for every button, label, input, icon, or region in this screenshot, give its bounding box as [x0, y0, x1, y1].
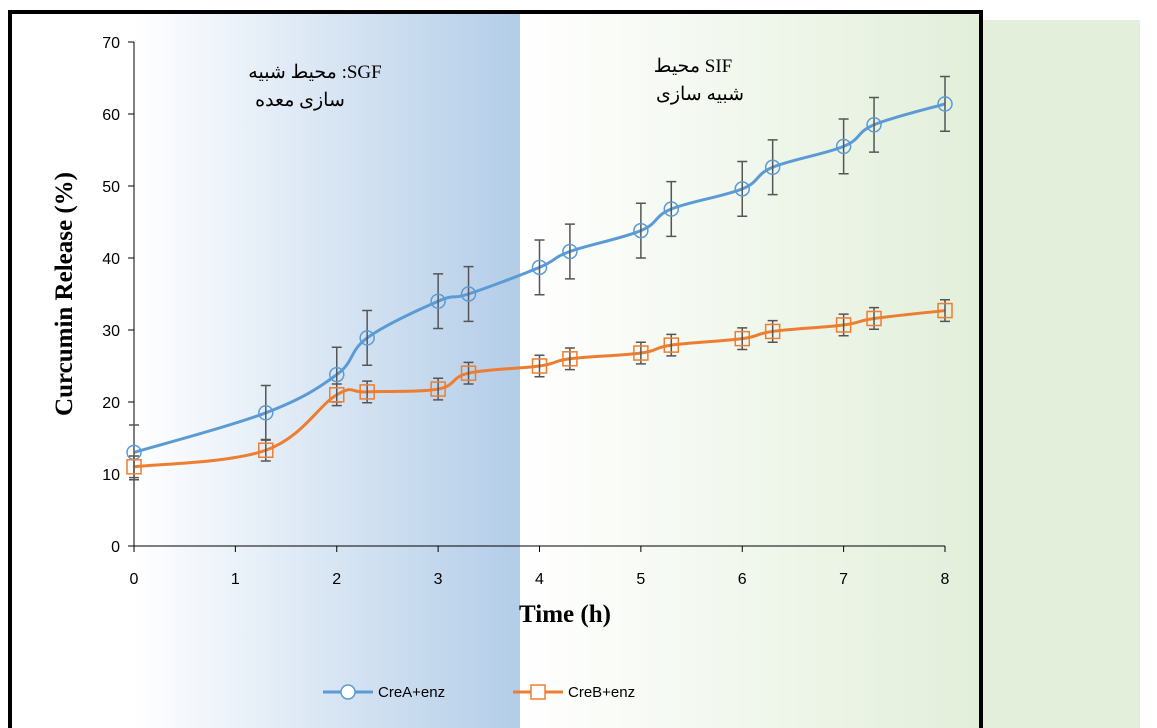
error-bar: [564, 223, 575, 280]
data-point: [866, 117, 882, 133]
sif-region: [520, 14, 979, 728]
data-point: [663, 337, 680, 353]
y-tick-label: 40: [102, 251, 120, 268]
x-tick-label: 3: [434, 571, 443, 588]
x-tick-label: 2: [332, 571, 341, 588]
annotation: شبیه سازی: [656, 84, 744, 105]
data-point: [734, 330, 750, 347]
data-point: [937, 302, 953, 319]
data-point: [937, 96, 953, 112]
data-point: [359, 384, 375, 400]
data-point: [430, 381, 446, 397]
legend-marker: [530, 684, 546, 700]
data-point: [764, 159, 781, 176]
data-point: [329, 387, 345, 403]
error-bar: [433, 273, 444, 330]
y-tick-label: 0: [111, 539, 120, 556]
data-point: [734, 181, 750, 197]
y-tick-label: 10: [102, 467, 120, 484]
data-point: [633, 345, 649, 361]
data-point: [329, 366, 345, 383]
y-tick-label: 60: [102, 107, 120, 124]
x-tick-label: 4: [535, 571, 544, 588]
error-bar: [534, 239, 545, 296]
error-bar: [767, 139, 778, 196]
data-point: [663, 201, 680, 217]
data-point: [633, 222, 649, 239]
x-tick-label: 0: [130, 571, 139, 588]
error-bar: [635, 202, 646, 259]
legend-label: CreB+enz: [568, 684, 635, 701]
x-tick-label: 1: [231, 571, 240, 588]
annotation: محیط شبیه :SGF: [248, 62, 381, 83]
annotation: محیط SIF: [654, 56, 732, 77]
data-point: [835, 138, 852, 155]
error-bar: [737, 160, 748, 217]
data-point: [460, 286, 477, 302]
error-bar: [940, 75, 950, 133]
y-tick-label: 20: [102, 395, 120, 412]
y-tick-label: 50: [102, 179, 120, 196]
error-bar: [869, 96, 880, 153]
legend-marker: [340, 684, 356, 700]
data-point: [562, 351, 578, 367]
x-tick-label: 7: [839, 571, 848, 588]
error-bar: [838, 118, 849, 175]
legend-label: CreA+enz: [378, 684, 445, 701]
sgf-region: [134, 14, 520, 728]
side-panel: [983, 20, 1140, 728]
error-bar: [463, 265, 474, 323]
data-point: [562, 243, 578, 260]
error-bar: [362, 309, 373, 367]
x-tick-label: 6: [738, 571, 747, 588]
y-tick-label: 30: [102, 323, 120, 340]
data-point: [430, 293, 446, 309]
x-axis-title: Time (h): [519, 601, 611, 628]
data-point: [359, 330, 375, 346]
data-point: [258, 405, 274, 421]
y-tick-label: 70: [102, 35, 120, 52]
data-point: [126, 459, 142, 475]
data-point: [531, 358, 548, 374]
annotation: سازی معده: [255, 90, 345, 111]
x-tick-label: 8: [941, 571, 950, 588]
data-point: [460, 365, 477, 381]
data-point: [764, 323, 781, 340]
data-point: [258, 442, 274, 458]
y-axis-title: Curcumin Release (%): [51, 172, 78, 416]
data-point: [531, 259, 548, 276]
data-point: [866, 310, 882, 327]
data-point: [835, 317, 852, 333]
x-tick-label: 5: [636, 571, 645, 588]
error-bar: [666, 180, 677, 238]
